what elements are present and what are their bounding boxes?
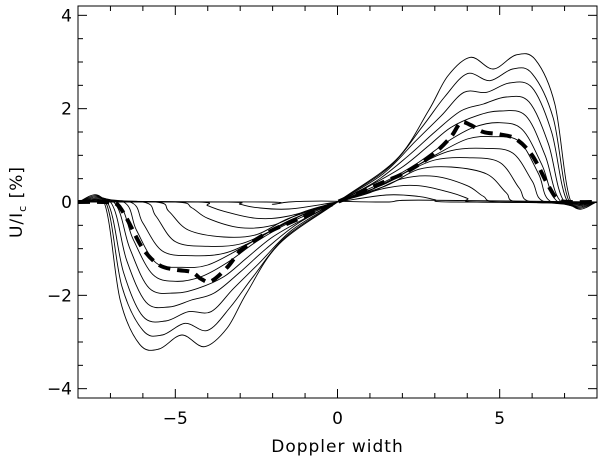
y-axis-label-subscript: c: [16, 205, 29, 212]
y-tick-label: −2: [47, 286, 72, 306]
x-axis-label: Doppler width: [271, 437, 404, 457]
y-tick-label: 0: [61, 193, 72, 213]
x-tick-label: −5: [163, 409, 188, 429]
profile-curve-1: [77, 199, 598, 205]
y-axis-label-unit: [%]: [7, 166, 27, 205]
x-tick-label: 5: [494, 409, 505, 429]
curves-group: [77, 53, 598, 351]
y-axis-label-main: U/I: [7, 212, 27, 238]
y-tick-label: 4: [61, 6, 72, 26]
y-axis-label: U/Ic [%]: [7, 166, 29, 238]
y-tick-label: 2: [61, 100, 72, 120]
dashed-mean-curve: [77, 120, 598, 284]
profile-curve-14: [77, 53, 598, 351]
x-tick-label: 0: [332, 409, 343, 429]
y-tick-label: −4: [47, 380, 72, 400]
ticks-group: −5 0 5 −4 −2 0 2 4: [47, 6, 598, 429]
